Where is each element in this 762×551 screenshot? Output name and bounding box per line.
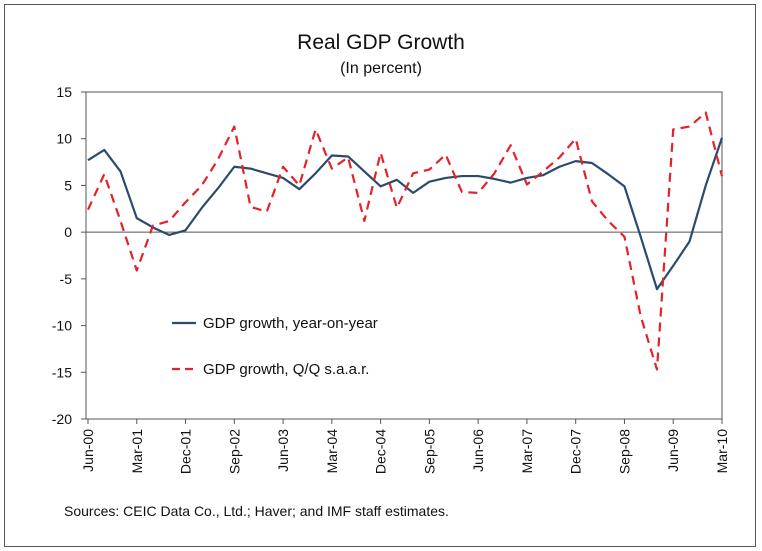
legend-label-qq: GDP growth, Q/Q s.a.a.r.	[203, 361, 369, 378]
y-tick-label: 15	[56, 84, 72, 100]
x-axis: Jun-00 Mar-01 Dec-01 Sep-02 Jun-03 Mar-04 Dec-…	[80, 419, 730, 474]
y-tick-label: 5	[64, 177, 72, 193]
x-tick-label: Sep-05	[421, 429, 437, 474]
y-tick-label: -20	[52, 411, 72, 427]
x-tick-label: Sep-08	[616, 429, 632, 474]
y-tick-label: 10	[56, 131, 72, 147]
plot-area	[85, 91, 723, 420]
x-tick-label: Jun-03	[275, 429, 291, 472]
y-tick-label: 0	[64, 224, 72, 240]
series-line-qq	[86, 111, 724, 371]
x-tick-label: Jun-00	[80, 429, 96, 472]
x-tick-label: Mar-10	[714, 429, 730, 474]
legend-label-yoy: GDP growth, year-on-year	[203, 315, 378, 332]
chart-subtitle: (In percent)	[340, 60, 422, 77]
x-tick-label: Mar-01	[129, 429, 145, 474]
y-tick-label: -15	[52, 364, 72, 380]
y-tick-label: -5	[60, 271, 73, 287]
x-tick-label: Mar-04	[324, 429, 340, 474]
x-tick-label: Dec-04	[373, 429, 389, 474]
y-tick-label: -10	[52, 318, 72, 334]
series-line-yoy	[87, 137, 724, 291]
source-note: Sources: CEIC Data Co., Ltd.; Haver; and…	[64, 503, 449, 519]
x-tick-label: Mar-07	[519, 429, 535, 474]
legend: GDP growth, year-on-year GDP growth, Q/Q…	[172, 315, 378, 378]
x-tick-label: Jun-09	[665, 429, 681, 472]
chart-title: Real GDP Growth	[297, 31, 465, 54]
series-lines	[86, 111, 724, 371]
x-tick-label: Dec-01	[178, 429, 194, 474]
y-axis: -20 -15 -10 -5 0 5 10 15	[52, 84, 86, 427]
x-tick-label: Dec-07	[568, 429, 584, 474]
x-tick-label: Jun-06	[470, 429, 486, 472]
x-tick-label: Sep-02	[226, 429, 242, 474]
chart-frame	[4, 4, 756, 547]
